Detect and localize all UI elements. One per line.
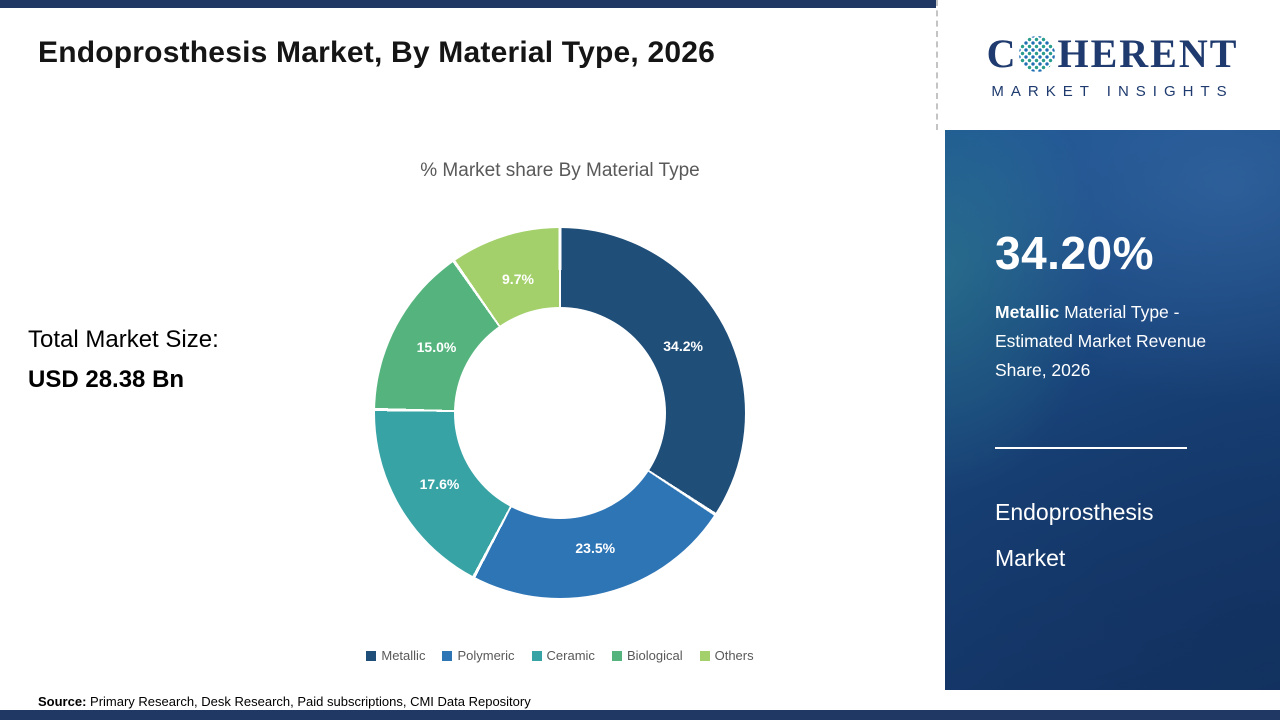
slice-label-metallic: 34.2% bbox=[663, 338, 703, 355]
chart-legend: Metallic Polymeric Ceramic Biological Others bbox=[280, 648, 840, 663]
page-title: Endoprosthesis Market, By Material Type,… bbox=[38, 36, 716, 69]
legend-label: Biological bbox=[626, 648, 683, 663]
highlight-stat-value: 34.20% bbox=[995, 227, 1155, 279]
logo-wordmark-start: C bbox=[986, 31, 1018, 76]
sidebar: 34.20% Metallic Material Type - Estimate… bbox=[945, 130, 1280, 690]
legend-item-others: Others bbox=[699, 648, 754, 663]
legend-swatch bbox=[366, 650, 377, 661]
slice-label-others: 9.7% bbox=[502, 271, 534, 288]
sidebar-divider bbox=[995, 446, 1187, 449]
report-title: Endoprosthesis Market bbox=[995, 498, 1154, 571]
logo-divider bbox=[936, 0, 938, 130]
slice-label-biological: 15.0% bbox=[416, 339, 457, 356]
highlight-stat-rest: Material Type - Estimated Market Revenue… bbox=[995, 302, 1207, 380]
legend-swatch bbox=[531, 650, 542, 661]
logo: C HERENT MARKET INSIGHTS bbox=[945, 0, 1280, 130]
legend-item-biological: Biological bbox=[611, 648, 683, 663]
logo-tagline: MARKET INSIGHTS bbox=[991, 83, 1234, 100]
donut-hole bbox=[454, 307, 666, 519]
bottom-accent-bar bbox=[0, 710, 1280, 720]
logo-wordmark-end: HERENT bbox=[1057, 31, 1239, 76]
donut-chart: 34.2% 23.5% 17.6% 15.0% 9.7% bbox=[375, 228, 745, 598]
total-market-size-label: Total Market Size: bbox=[28, 326, 219, 353]
legend-item-polymeric: Polymeric bbox=[442, 648, 515, 663]
legend-label: Ceramic bbox=[546, 648, 595, 663]
legend-item-metallic: Metallic bbox=[366, 648, 425, 663]
slice-label-polymeric: 23.5% bbox=[575, 540, 616, 557]
top-accent-bar bbox=[0, 0, 936, 8]
highlight-stat-category: Metallic bbox=[995, 302, 1060, 322]
legend-swatch bbox=[611, 650, 622, 661]
legend-swatch bbox=[699, 650, 710, 661]
legend-label: Polymeric bbox=[457, 648, 515, 663]
chart-title: % Market share By Material Type bbox=[420, 160, 700, 181]
total-market-size-value: USD 28.38 Bn bbox=[28, 366, 185, 393]
source-label: Source: bbox=[38, 694, 87, 709]
globe-icon bbox=[1019, 35, 1056, 72]
logo-wordmark: C HERENT bbox=[987, 30, 1239, 77]
slice-label-ceramic: 17.6% bbox=[419, 476, 460, 493]
source-text: Primary Research, Desk Research, Paid su… bbox=[86, 694, 531, 709]
legend-label: Metallic bbox=[381, 648, 426, 663]
legend-swatch bbox=[442, 650, 453, 661]
legend-label: Others bbox=[714, 648, 754, 663]
legend-item-ceramic: Ceramic bbox=[531, 648, 595, 663]
total-market-size: Total Market Size: USD 28.38 Bn bbox=[28, 326, 219, 394]
highlight-stat-description: Metallic Material Type - Estimated Marke… bbox=[995, 298, 1210, 385]
source-note: Source: Primary Research, Desk Research,… bbox=[38, 694, 531, 709]
